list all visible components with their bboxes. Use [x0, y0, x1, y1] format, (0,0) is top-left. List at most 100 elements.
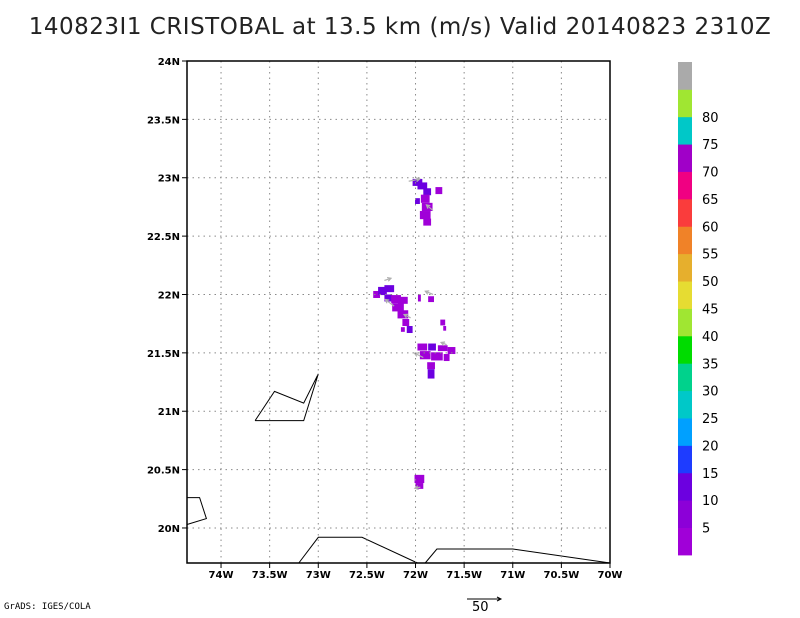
- data-cell: [428, 343, 436, 351]
- x-tick-label: 71.5W: [446, 570, 482, 581]
- colorbar-label: 80: [702, 111, 719, 126]
- data-cell: [417, 182, 428, 190]
- colorbar-label: 55: [702, 248, 719, 263]
- gridlines: [187, 61, 610, 563]
- data-cell: [392, 303, 404, 312]
- colorbar-label: 5: [702, 522, 710, 537]
- colorbar-swatch: [678, 472, 692, 501]
- colorbar-label: 25: [702, 412, 719, 427]
- colorbar-label: 45: [702, 303, 719, 318]
- colorbar-swatch: [678, 500, 692, 529]
- coastline: [186, 497, 208, 525]
- y-tick-label: 23N: [158, 174, 180, 185]
- colorbar-swatch: [678, 308, 692, 337]
- colorbar-swatch: [678, 253, 692, 282]
- coastlines: [186, 373, 611, 564]
- data-cell: [443, 354, 450, 362]
- colorbar-swatch: [678, 527, 692, 556]
- data-cell: [447, 347, 456, 355]
- y-tick-label: 21.5N: [147, 349, 180, 360]
- plot-frame: [186, 60, 611, 564]
- x-tick-label: 73W: [306, 570, 331, 581]
- data-cell: [427, 362, 435, 370]
- colorbar-swatch: [678, 418, 692, 446]
- colorbar-label: 20: [702, 439, 719, 454]
- x-tick-label: 70.5W: [544, 570, 580, 581]
- coastline: [424, 548, 611, 564]
- data-cell: [437, 345, 448, 352]
- data-cell: [431, 352, 443, 361]
- colorbar-swatch: [678, 363, 692, 392]
- data-cell: [417, 343, 428, 351]
- x-tick-label: 70W: [598, 570, 623, 581]
- x-tick-label: 74W: [209, 570, 234, 581]
- colorbar-label: 75: [702, 138, 719, 153]
- data-cell: [402, 319, 410, 327]
- data-cell: [391, 295, 401, 304]
- y-tick-label: 23.5N: [147, 115, 180, 126]
- y-tick-label: 20.5N: [147, 466, 180, 477]
- colorbar-swatch: [678, 171, 692, 200]
- data-cell: [423, 218, 432, 226]
- wind-arrow: [425, 204, 434, 211]
- data-cell: [419, 211, 431, 220]
- y-tick-label: 21N: [158, 407, 180, 418]
- x-tick-label: 72W: [403, 570, 428, 581]
- wind-arrow: [408, 177, 421, 183]
- chart-title: 140823I1 CRISTOBAL at 13.5 km (m/s) Vali…: [28, 14, 772, 40]
- data-cell: [435, 187, 443, 195]
- colorbar-label: 40: [702, 330, 719, 345]
- coastline: [254, 373, 319, 422]
- colorbar-label: 65: [702, 193, 719, 208]
- colorbar-swatch: [678, 198, 692, 227]
- data-cell: [415, 483, 424, 489]
- wind-arrow: [424, 290, 434, 296]
- colorbar-swatch: [678, 144, 692, 172]
- data-cell: [384, 285, 395, 293]
- footer-credit: GrADS: IGES/COLA: [4, 602, 91, 612]
- data-cell: [440, 319, 446, 326]
- wind-arrow: [384, 298, 395, 307]
- reference-vector-label: 50: [472, 600, 489, 615]
- reference-arrow-head: [496, 596, 503, 602]
- wind-arrow: [402, 313, 411, 319]
- data-cell: [397, 310, 409, 319]
- data-cell: [443, 326, 447, 331]
- data-cell: [384, 294, 393, 302]
- colorbar-label: 35: [702, 357, 719, 372]
- colorbar: 5 10 15 20 25 30 35 40 45 50 55 60 65 70 75 80: [678, 62, 719, 556]
- data-cell: [420, 194, 430, 203]
- colorbar-label: 70: [702, 166, 719, 181]
- data-cell: [412, 178, 423, 186]
- colorbar-swatch: [678, 116, 692, 145]
- data-cell: [406, 326, 413, 334]
- x-tick-label: 71W: [500, 570, 525, 581]
- colorbar-label: 60: [702, 220, 719, 235]
- data-cell: [419, 351, 431, 360]
- colorbar-swatch: [678, 335, 692, 364]
- colorbar-swatch: [678, 390, 692, 419]
- data-cell: [423, 188, 432, 196]
- data-cell: [414, 474, 425, 484]
- colorbar-label: 50: [702, 275, 719, 290]
- y-axis: 20N 20.5N 21N 21.5N 22N 22.5N 23N 23.5N 24N: [147, 57, 187, 535]
- x-tick-label: 73.5W: [252, 570, 288, 581]
- coastline: [298, 536, 418, 564]
- data-cell: [415, 198, 420, 205]
- y-tick-label: 22.5N: [147, 232, 180, 243]
- data-cell: [428, 296, 434, 303]
- colorbar-label: 10: [702, 494, 719, 509]
- x-axis: 74W 73.5W 73W 72.5W 72W 71.5W 71W 70.5W 70W: [209, 563, 623, 581]
- colorbar-swatch: [678, 281, 692, 309]
- y-tick-label: 20N: [158, 524, 180, 535]
- data-cell: [373, 290, 381, 298]
- colorbar-label: 15: [702, 467, 719, 482]
- y-tick-label: 22N: [158, 290, 180, 301]
- wind-arrow: [413, 485, 421, 490]
- data-cell: [400, 327, 405, 332]
- colorbar-swatch: [678, 226, 692, 255]
- colorbar-label: 30: [702, 385, 719, 400]
- data-cells: [373, 178, 456, 489]
- wind-arrow: [384, 276, 393, 282]
- colorbar-swatch: [678, 445, 692, 474]
